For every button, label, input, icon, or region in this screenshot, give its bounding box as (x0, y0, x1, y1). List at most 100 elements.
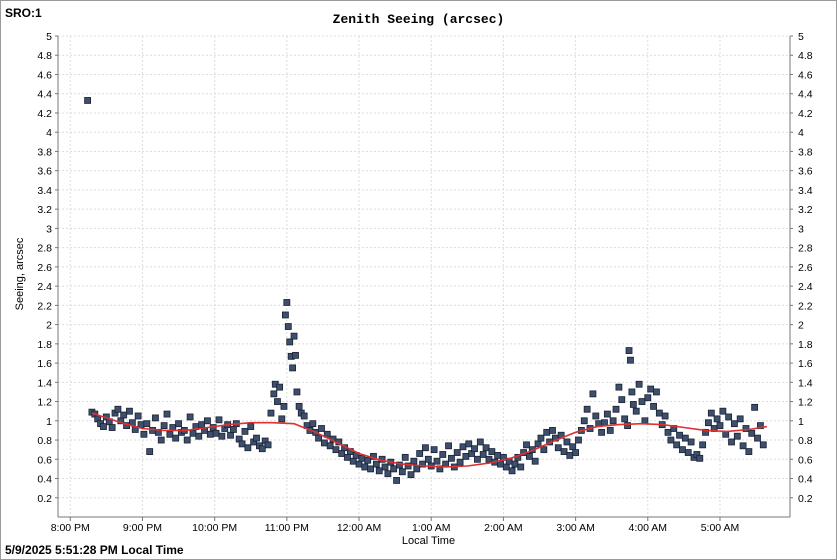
data-point (650, 402, 657, 410)
data-point (332, 446, 340, 454)
data-point (537, 434, 545, 442)
data-point (722, 430, 730, 438)
data-point (349, 457, 357, 465)
data-point (471, 445, 478, 453)
data-point (448, 454, 455, 462)
y-tick-label-right: 3.8 (798, 146, 813, 158)
data-point (166, 430, 174, 438)
data-point (372, 460, 380, 468)
data-point (661, 412, 669, 420)
data-point (258, 445, 266, 453)
data-point (609, 417, 617, 425)
y-tick-label: 4.6 (37, 69, 52, 81)
data-point (684, 449, 692, 456)
y-tick-label: 0.6 (37, 454, 52, 466)
data-point (398, 468, 406, 476)
y-tick-label-right: 4 (798, 127, 804, 139)
y-tick-label-right: 2.6 (798, 262, 813, 274)
data-point (114, 405, 122, 413)
data-point (267, 409, 275, 417)
data-point (293, 388, 301, 396)
data-point (615, 383, 623, 391)
y-tick-label-right: 0.6 (798, 454, 813, 466)
y-tick-label: 1 (46, 416, 52, 428)
data-point (687, 438, 695, 446)
y-tick-label: 3 (46, 223, 52, 235)
data-point (699, 441, 707, 449)
y-tick-label: 1.2 (37, 397, 52, 409)
y-tick-label: 1.4 (37, 377, 52, 389)
data-point (751, 403, 759, 411)
data-point (152, 414, 159, 422)
y-tick-label: 4 (46, 127, 52, 139)
data-point (253, 434, 260, 442)
data-point (664, 428, 672, 436)
data-point (407, 471, 415, 479)
y-tick-label-right: 2 (798, 320, 804, 332)
data-point (525, 452, 533, 460)
data-point (673, 441, 681, 449)
data-point (479, 451, 487, 458)
y-tick-label: 2 (46, 320, 52, 332)
data-point (84, 97, 91, 104)
data-point (404, 462, 412, 470)
axes (55, 35, 793, 521)
data-point (126, 407, 133, 415)
data-point (575, 436, 582, 444)
y-tick-label-right: 3.2 (798, 204, 813, 216)
data-point (195, 432, 203, 440)
data-point (517, 463, 525, 471)
x-tick-label: 5:00 AM (701, 522, 740, 534)
data-point (241, 427, 249, 435)
data-point (189, 429, 197, 437)
data-point (244, 444, 252, 452)
data-point (289, 364, 297, 372)
data-point (497, 460, 504, 468)
y-tick-label: 1.6 (37, 358, 52, 370)
data-point (508, 467, 516, 475)
data-point (474, 455, 481, 463)
data-point (206, 430, 214, 438)
data-point (230, 426, 237, 433)
data-point (580, 417, 588, 425)
data-point (647, 385, 655, 393)
data-point (433, 457, 441, 465)
data-point (667, 436, 675, 444)
data-point (644, 394, 652, 402)
data-point (204, 417, 211, 425)
data-point (572, 449, 579, 456)
data-point (358, 454, 366, 462)
data-point (309, 420, 317, 428)
data-point (739, 442, 747, 450)
y-tick-label-right: 3 (798, 223, 804, 235)
data-point (459, 443, 467, 451)
trend-line-path (91, 412, 768, 468)
data-point (290, 332, 298, 340)
y-tick-label: 4.2 (37, 108, 52, 120)
data-point (598, 428, 605, 436)
data-point (476, 438, 484, 446)
data-point (655, 409, 663, 417)
data-point (502, 463, 510, 471)
y-tick-label: 2.4 (37, 281, 52, 293)
x-tick-label: 11:00 PM (265, 522, 309, 534)
data-point (627, 356, 634, 364)
data-point (416, 450, 424, 457)
data-point (212, 429, 220, 437)
data-point (679, 446, 686, 454)
y-tick-label: 4.4 (37, 89, 52, 101)
data-point (733, 432, 741, 440)
data-point (140, 430, 148, 438)
y-tick-label-right: 1.8 (798, 339, 813, 351)
data-point (430, 446, 438, 454)
data-point (494, 452, 502, 459)
x-tick-label: 4:00 AM (629, 522, 668, 534)
data-point (635, 380, 643, 388)
data-point (424, 455, 432, 463)
data-point (465, 440, 473, 448)
y-tick-label: 0.2 (37, 493, 52, 505)
y-tick-label: 4.8 (37, 50, 52, 62)
y-tick-label: 3.2 (37, 204, 52, 216)
data-point (215, 416, 223, 424)
data-point (295, 402, 303, 410)
